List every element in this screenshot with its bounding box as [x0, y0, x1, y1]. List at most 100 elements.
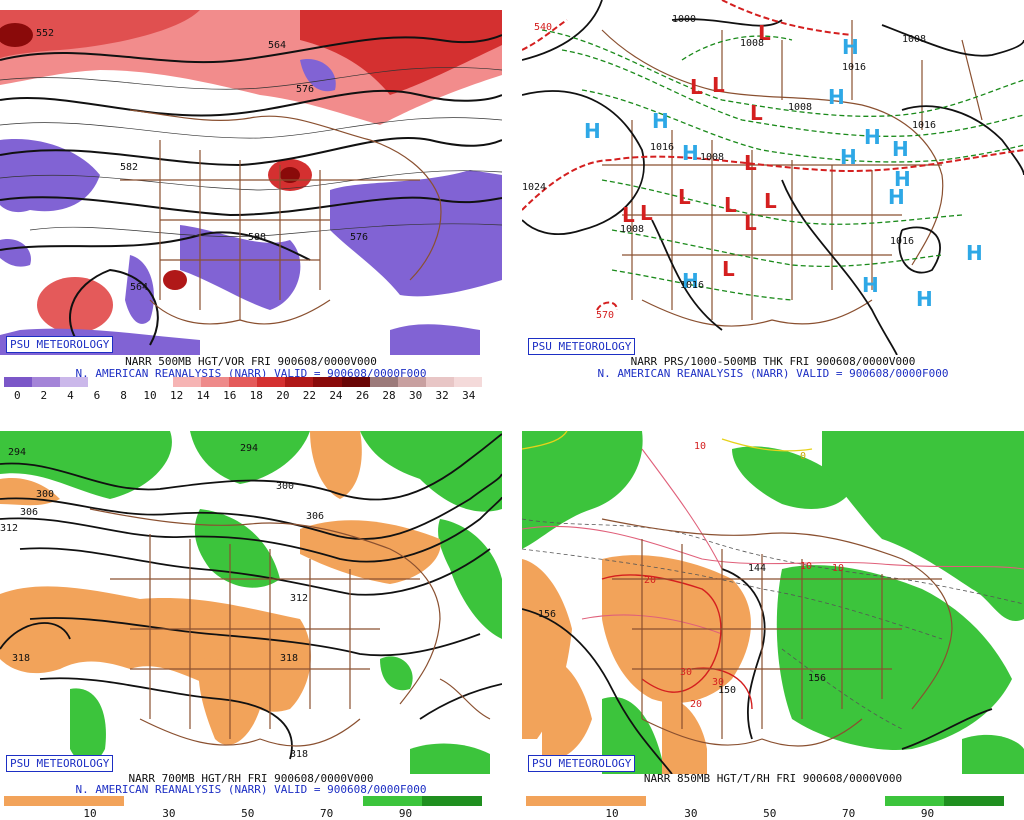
colorbar-swatch: [257, 377, 286, 387]
colorbar-swatch: [313, 377, 342, 387]
colorbar-swatch: [4, 377, 33, 387]
contour-label: 1008: [788, 102, 812, 113]
contour-label: 294: [8, 447, 26, 458]
psu-meteorology-badge: PSU METEOROLOGY: [528, 338, 636, 355]
panel-caption: NARR 500MB HGT/VOR FRI 900608/0000V000: [125, 355, 377, 368]
colorbar-swatch: [4, 796, 64, 806]
contour-label: 570: [596, 310, 614, 321]
colorbar-tick-label: 70: [320, 807, 334, 820]
colorbar-tick-label: 0: [13, 389, 21, 402]
contour-label: 1008: [700, 152, 724, 163]
high-pressure-marker: H: [888, 185, 905, 209]
low-pressure-marker: L: [712, 73, 725, 97]
colorbar-tick-label: 90: [398, 807, 413, 820]
high-pressure-marker: H: [966, 241, 983, 265]
low-pressure-marker: L: [744, 211, 757, 235]
contour-label: 318: [280, 653, 298, 664]
colorbar-tick-label: 6: [93, 389, 101, 402]
high-pressure-marker: H: [892, 137, 909, 161]
colorbar-tick-label: 50: [241, 807, 255, 820]
colorbar-swatch: [60, 377, 89, 387]
colorbar-tick-label: 8: [120, 389, 127, 402]
colorbar-tick-label: 14: [196, 389, 210, 402]
colorbar-swatch: [454, 377, 483, 387]
colorbar-swatch: [88, 377, 117, 387]
contour-label: 564: [268, 40, 286, 51]
colorbar-swatch: [285, 377, 314, 387]
low-pressure-marker: L: [724, 193, 737, 217]
colorbar-swatch: [705, 796, 765, 806]
contour-label: 1008: [740, 38, 764, 49]
contour-label: 1000: [672, 14, 696, 25]
contour-label: 312: [0, 523, 18, 534]
rh-colorbar: [4, 796, 482, 806]
contour-label: 1016: [912, 120, 936, 131]
colorbar-swatch: [884, 796, 945, 806]
colorbar-swatch: [526, 796, 586, 806]
rh-colorbar: [526, 796, 1004, 806]
panel-subcaption: N. AMERICAN REANALYSIS (NARR) VALID = 90…: [597, 367, 949, 380]
colorbar-tick-label: 50: [763, 807, 777, 820]
colorbar-tick-label: 30: [408, 389, 423, 402]
panel-850mb-rh: 10 0 144 10 10 20 156 30 30 20 156 150 P…: [522, 419, 1024, 820]
colorbar-swatch: [116, 377, 145, 387]
colorbar-swatch: [32, 377, 61, 387]
colorbar-swatch: [172, 377, 201, 387]
contour-label: 564: [130, 282, 148, 293]
colorbar-tick-label: 20: [276, 389, 290, 402]
psu-meteorology-badge: PSU METEOROLOGY: [6, 336, 114, 353]
high-pressure-marker: H: [828, 85, 845, 109]
colorbar-swatch: [63, 796, 124, 806]
colorbar-swatch: [123, 796, 184, 806]
panel-caption: NARR PRS/1000-500MB THK FRI 900608/0000V…: [630, 355, 916, 368]
contour-label: 30: [680, 667, 692, 678]
high-pressure-marker: H: [842, 35, 859, 59]
contour-label: 150: [718, 685, 736, 696]
contour-label: 576: [350, 232, 368, 243]
contour-label: 588: [248, 232, 266, 243]
high-pressure-marker: H: [894, 167, 911, 191]
panel-pressure-thickness: H H H H H H H H H H H H H H L L L L L L …: [522, 0, 1024, 400]
contour-label: 1008: [620, 224, 644, 235]
contour-label: 20: [644, 575, 656, 586]
map-700mb-rh: 294 294 300 306 300 312 306 312 318 318 …: [0, 431, 502, 774]
colorbar-swatch: [824, 796, 885, 806]
panel-700mb-rh: 294 294 300 306 300 312 306 312 318 318 …: [0, 419, 502, 820]
colorbar-tick-label: 24: [329, 389, 343, 402]
panel-500mb-vorticity: 552 564 576 582 588 576 564 PSU METEOROL…: [0, 0, 502, 402]
contour-label: 1016: [650, 142, 674, 153]
contour-label: 306: [20, 507, 38, 518]
low-pressure-marker: L: [744, 151, 757, 175]
psu-meteorology-badge: PSU METEOROLOGY: [528, 755, 636, 772]
low-pressure-marker: L: [764, 189, 777, 213]
low-pressure-marker: L: [690, 75, 703, 99]
contour-label: 1016: [890, 236, 914, 247]
low-pressure-marker: L: [640, 201, 653, 225]
contour-label: 576: [296, 84, 314, 95]
map-pressure-thickness: H H H H H H H H H H H H H H L L L L L L …: [522, 0, 1024, 355]
panel-caption: NARR 700MB HGT/RH FRI 900608/0000V000: [128, 772, 374, 785]
colorbar-tick-label: 34: [462, 389, 476, 402]
contour-label: 300: [276, 481, 294, 492]
colorbar-swatch: [243, 796, 303, 806]
panel-subcaption: N. AMERICAN REANALYSIS (NARR) VALID = 90…: [75, 367, 427, 380]
high-pressure-marker: H: [652, 109, 669, 133]
colorbar-swatch: [397, 377, 426, 387]
colorbar-swatch: [362, 796, 423, 806]
contour-label: 582: [120, 162, 138, 173]
contour-label: 0: [800, 451, 806, 462]
colorbar-swatch: [369, 377, 398, 387]
rh-colorbar-ticks: 10 30 50 70 90: [4, 807, 482, 820]
contour-label: 540: [534, 22, 552, 33]
colorbar-tick-label: 18: [249, 389, 263, 402]
colorbar-swatch: [144, 377, 173, 387]
colorbar-swatch: [302, 796, 363, 806]
colorbar-tick-label: 90: [920, 807, 935, 820]
contour-label: 1016: [680, 280, 704, 291]
vorticity-colorbar-ticks: 0 2 4 6 8 10 12 14 16 18 20 22 24 26 28 30 32 34: [4, 389, 482, 402]
high-pressure-marker: H: [584, 119, 601, 143]
contour-label: 552: [36, 28, 54, 39]
high-pressure-marker: H: [862, 273, 879, 297]
low-pressure-marker: L: [722, 257, 735, 281]
colorbar-tick-label: 26: [355, 389, 370, 402]
